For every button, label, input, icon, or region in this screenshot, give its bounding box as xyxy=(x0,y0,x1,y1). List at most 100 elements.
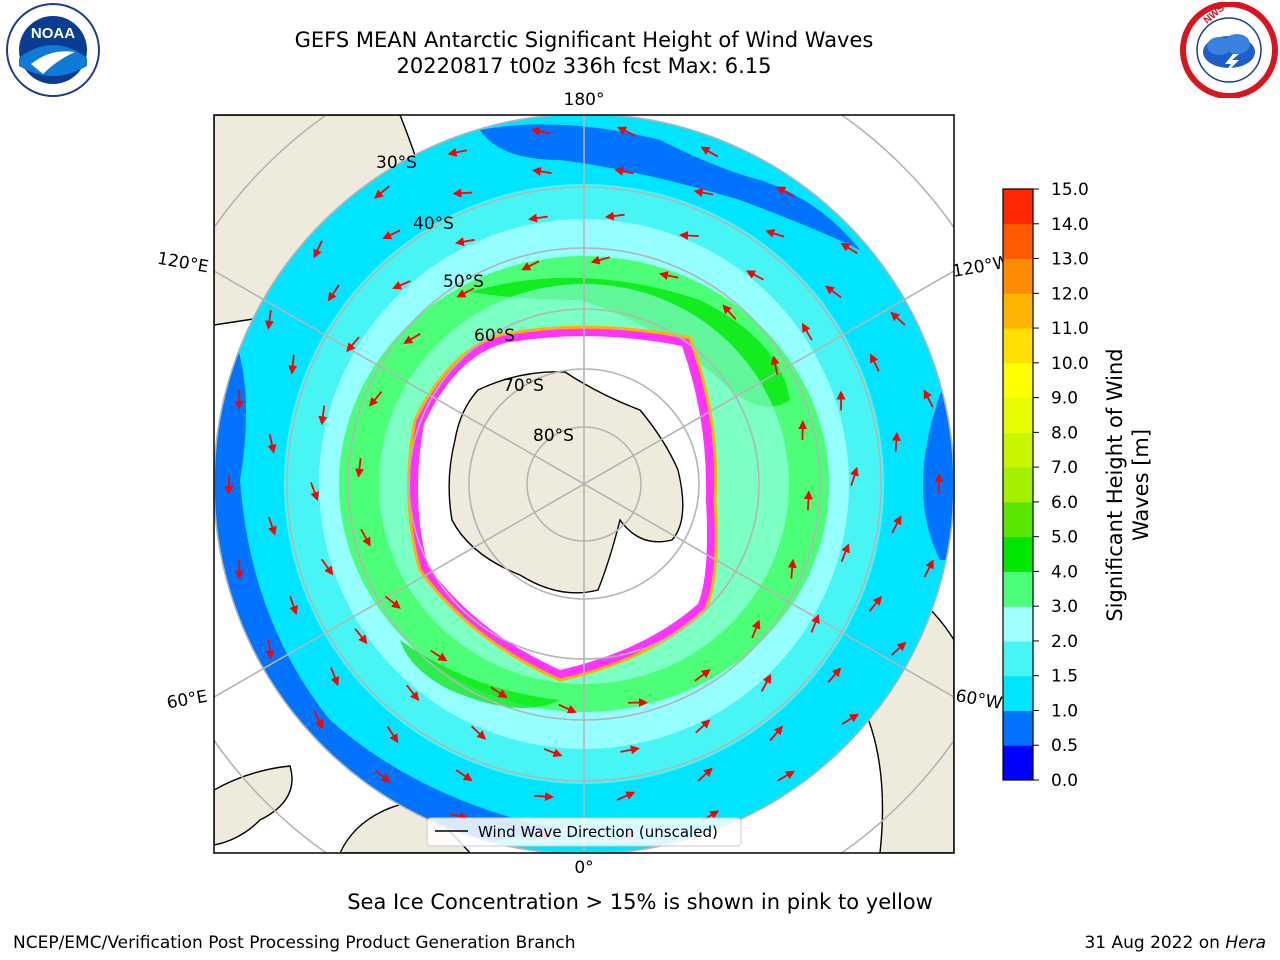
wave-direction-arrow xyxy=(923,559,934,578)
colorbar-segment xyxy=(1003,501,1033,538)
wave-direction-arrow xyxy=(891,515,902,534)
wave-direction-arrow xyxy=(923,389,934,408)
wave-direction-arrow xyxy=(604,211,625,221)
colorbar-segment xyxy=(1003,328,1033,364)
wave-direction-arrow xyxy=(373,185,390,199)
colorbar-segment xyxy=(1003,710,1033,746)
lat-label-70s: 70°S xyxy=(503,376,544,396)
wave-direction-arrow xyxy=(534,791,554,801)
wave-direction-arrow xyxy=(890,311,906,326)
wave-direction-arrow xyxy=(267,434,277,454)
colorbar-tick-label: 15.0 xyxy=(1051,180,1089,200)
wave-direction-arrow xyxy=(321,558,334,576)
footer-credit: NCEP/EMC/Verification Post Processing Pr… xyxy=(13,933,576,953)
colorbar-tick-label: 0.5 xyxy=(1051,736,1078,756)
chart-subtitle: 20220817 t00z 336h fcst Max: 6.15 xyxy=(396,54,772,78)
lat-label-40s: 40°S xyxy=(413,214,454,234)
wave-direction-arrow xyxy=(369,390,383,407)
wave-direction-arrow xyxy=(354,457,364,478)
colorbar-segment xyxy=(1003,606,1033,642)
wave-direction-arrow xyxy=(310,482,319,502)
wave-direction-arrow xyxy=(289,596,298,616)
colorbar-segment xyxy=(1003,397,1033,433)
wave-direction-arrow xyxy=(891,431,901,452)
map-legend: Wind Wave Direction (unscaled) xyxy=(426,817,742,847)
wave-direction-arrow xyxy=(354,628,368,645)
wave-direction-arrow xyxy=(521,260,540,271)
chart-title: GEFS MEAN Antarctic Significant Height o… xyxy=(294,28,874,52)
wave-direction-arrow xyxy=(695,719,711,734)
legend-label: Wind Wave Direction (unscaled) xyxy=(478,823,718,841)
map-frame xyxy=(213,114,955,854)
colorbar-segment xyxy=(1003,745,1033,781)
wave-direction-arrow xyxy=(870,353,880,372)
wave-direction-arrow xyxy=(697,767,713,782)
colorbar-tick-label: 8.0 xyxy=(1051,423,1078,443)
colorbar-tick-label: 3.0 xyxy=(1051,597,1078,617)
wave-direction-arrow xyxy=(620,745,640,755)
wave-direction-arrow xyxy=(827,667,842,683)
colorbar-tick-label: 6.0 xyxy=(1051,493,1078,513)
lon-label-60w: 60°W xyxy=(954,686,1004,714)
wave-direction-arrow xyxy=(327,284,340,302)
wave-direction-arrow xyxy=(722,304,737,320)
wave-direction-arrow xyxy=(382,229,401,240)
wave-direction-arrow xyxy=(531,167,552,176)
wave-direction-arrow xyxy=(760,673,772,692)
colorbar-tick-label: 14.0 xyxy=(1051,215,1089,235)
wave-direction-arrow xyxy=(658,271,679,280)
wave-direction-arrow xyxy=(590,255,610,265)
wave-direction-arrow xyxy=(693,188,714,197)
wave-direction-arrow xyxy=(452,188,473,198)
lat-label-50s: 50°S xyxy=(443,272,484,292)
lat-label-80s: 80°S xyxy=(533,426,574,446)
wave-direction-arrow xyxy=(447,148,468,157)
lat-label-30s: 30°S xyxy=(376,153,417,173)
wave-direction-arrow xyxy=(384,595,401,609)
lon-label-0: 0° xyxy=(574,858,593,878)
colorbar-tick-label: 5.0 xyxy=(1051,528,1078,548)
wave-direction-arrow xyxy=(770,355,780,375)
wave-direction-arrow xyxy=(765,229,785,238)
wave-direction-arrow xyxy=(456,287,475,298)
wave-direction-arrow xyxy=(543,748,563,757)
wave-direction-arrow xyxy=(313,240,323,259)
wave-direction-arrow xyxy=(803,490,813,511)
wave-direction-arrow xyxy=(801,322,813,341)
colorbar-tick-label: 7.0 xyxy=(1051,458,1078,478)
colorbar-tick-label: 9.0 xyxy=(1051,389,1078,409)
colorbar-tick-label: 4.0 xyxy=(1051,562,1078,582)
graticule xyxy=(214,115,954,853)
noaa-logo-text: NOAA xyxy=(31,25,75,42)
noaa-logo: NOAA xyxy=(6,3,100,97)
antarctica xyxy=(448,371,684,594)
wave-direction-arrow xyxy=(694,669,711,682)
wave-direction-arrow xyxy=(891,641,907,656)
footer-date: 31 Aug 2022 on Hera xyxy=(1084,933,1266,953)
wave-direction-arrow xyxy=(392,280,411,290)
lon-label-60e: 60°E xyxy=(165,687,209,714)
wave-direction-arrow xyxy=(850,466,859,486)
wave-direction-arrow xyxy=(751,619,761,639)
colorbar-tick-label: 12.0 xyxy=(1051,284,1089,304)
colorbar-segment xyxy=(1003,223,1033,260)
wave-direction-arrow xyxy=(617,126,636,137)
wave-direction-arrow xyxy=(264,309,274,330)
sea-ice-note: Sea Ice Concentration > 15% is shown in … xyxy=(347,890,933,914)
wave-direction-arrow xyxy=(841,713,859,725)
lon-label-180: 180° xyxy=(564,90,605,110)
colorbar-tick-label: 2.0 xyxy=(1051,632,1078,652)
wave-direction-arrow xyxy=(267,516,277,536)
wave-direction-arrow xyxy=(454,237,475,247)
wave-direction-arrow xyxy=(449,811,469,821)
colorbar-ticks: 15.0 14.0 13.0 12.0 11.0 10.0 9.0 8.0 7.0 6.0 5.0 4… xyxy=(1033,180,1089,791)
wave-direction-arrow xyxy=(313,710,324,730)
wave-direction-arrow xyxy=(386,726,399,744)
colorbar-segment xyxy=(1003,675,1033,711)
wave-direction-arrow xyxy=(558,703,577,714)
colorbar-tick-label: 1.5 xyxy=(1051,667,1078,687)
wave-direction-arrow xyxy=(403,332,421,344)
colorbar-segment xyxy=(1003,362,1033,399)
colorbar-tick-label: 13.0 xyxy=(1051,250,1089,270)
